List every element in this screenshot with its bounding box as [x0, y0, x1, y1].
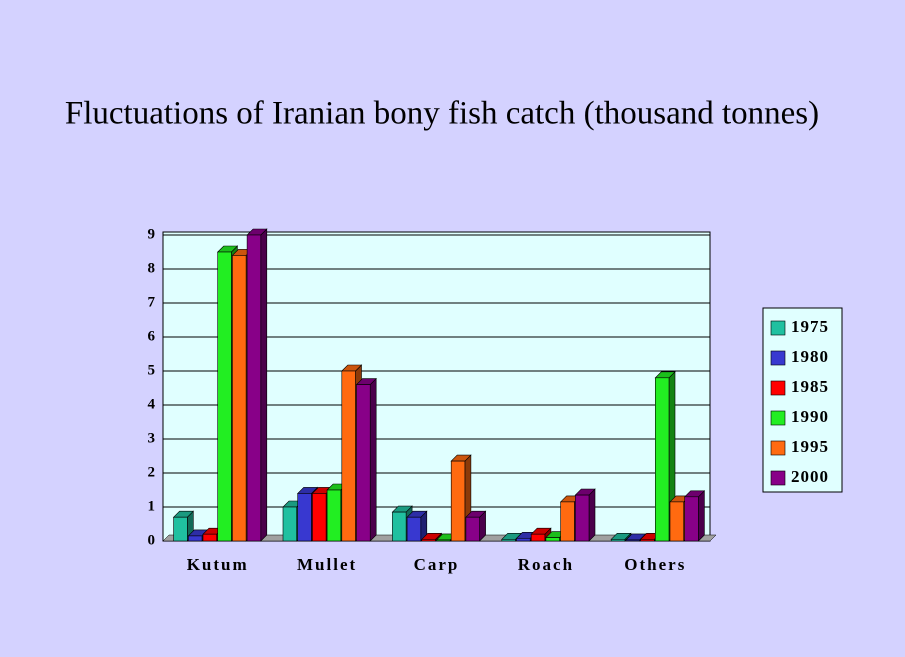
x-tick-label: Mullet — [297, 555, 357, 574]
bar-front — [232, 255, 247, 542]
bar-front — [501, 538, 516, 542]
bar-front — [640, 538, 655, 542]
bar-front — [341, 370, 356, 542]
bar — [406, 510, 428, 542]
bar-front — [450, 460, 466, 542]
bar-front — [421, 538, 436, 542]
bar-front — [610, 538, 626, 542]
bar — [683, 490, 706, 542]
bar-front — [312, 493, 327, 542]
bar-front — [574, 494, 590, 542]
bar-front — [465, 516, 480, 542]
y-tick-label: 5 — [148, 362, 156, 378]
bar-front — [392, 511, 407, 542]
legend-label: 2000 — [791, 467, 829, 486]
bar — [654, 371, 676, 542]
x-tick-label: Carp — [414, 555, 460, 574]
x-tick-label: Kutum — [187, 555, 249, 574]
y-tick-label: 8 — [148, 260, 156, 276]
legend-label: 1975 — [791, 317, 829, 336]
legend-swatch — [770, 440, 786, 456]
x-tick-label: Roach — [518, 555, 574, 574]
bar-front — [356, 384, 371, 542]
legend-label: 1980 — [791, 347, 829, 366]
bar-front — [530, 533, 546, 542]
x-tick-label: Others — [624, 555, 686, 574]
y-tick-label: 9 — [148, 226, 156, 242]
y-tick-label: 4 — [148, 396, 156, 412]
chart-title: Fluctuations of Iranian bony fish catch … — [65, 96, 819, 132]
bar-side — [260, 228, 268, 542]
y-tick-label: 1 — [148, 498, 156, 514]
bar-front — [282, 506, 297, 542]
bar-side — [369, 377, 377, 542]
bar-front — [326, 489, 342, 542]
legend-label: 1990 — [791, 407, 829, 426]
bar-front — [684, 496, 699, 542]
legend-label: 1995 — [791, 437, 829, 456]
y-tick-label: 3 — [148, 430, 156, 446]
y-tick-label: 7 — [148, 294, 156, 310]
bar-front — [625, 539, 640, 542]
bar — [465, 510, 487, 542]
legend-swatch — [770, 470, 786, 486]
y-tick-label: 6 — [148, 328, 156, 344]
legend-label: 1985 — [791, 377, 829, 396]
bar-side — [588, 488, 596, 542]
y-tick-label: 2 — [148, 464, 156, 480]
bar-front — [202, 533, 217, 542]
bar-front — [188, 535, 203, 542]
bar-front — [217, 251, 232, 542]
legend — [762, 307, 843, 493]
legend-swatch — [770, 380, 786, 396]
legend-swatch — [770, 410, 786, 426]
bar-front — [297, 493, 312, 542]
bar-front — [173, 516, 188, 542]
y-tick-label: 0 — [148, 532, 156, 548]
bar-front — [545, 537, 560, 542]
legend-swatch — [770, 320, 786, 336]
bar-front — [669, 501, 684, 542]
bar-front — [406, 516, 422, 542]
bar-front — [654, 377, 670, 542]
bar — [574, 488, 596, 542]
legend-swatch — [770, 350, 786, 366]
bar-front — [516, 537, 531, 542]
bar-front — [246, 234, 262, 542]
bar-front — [560, 501, 575, 542]
bar-side — [698, 490, 705, 542]
bar — [246, 228, 268, 542]
bar — [355, 377, 377, 542]
bar-front — [436, 539, 451, 542]
